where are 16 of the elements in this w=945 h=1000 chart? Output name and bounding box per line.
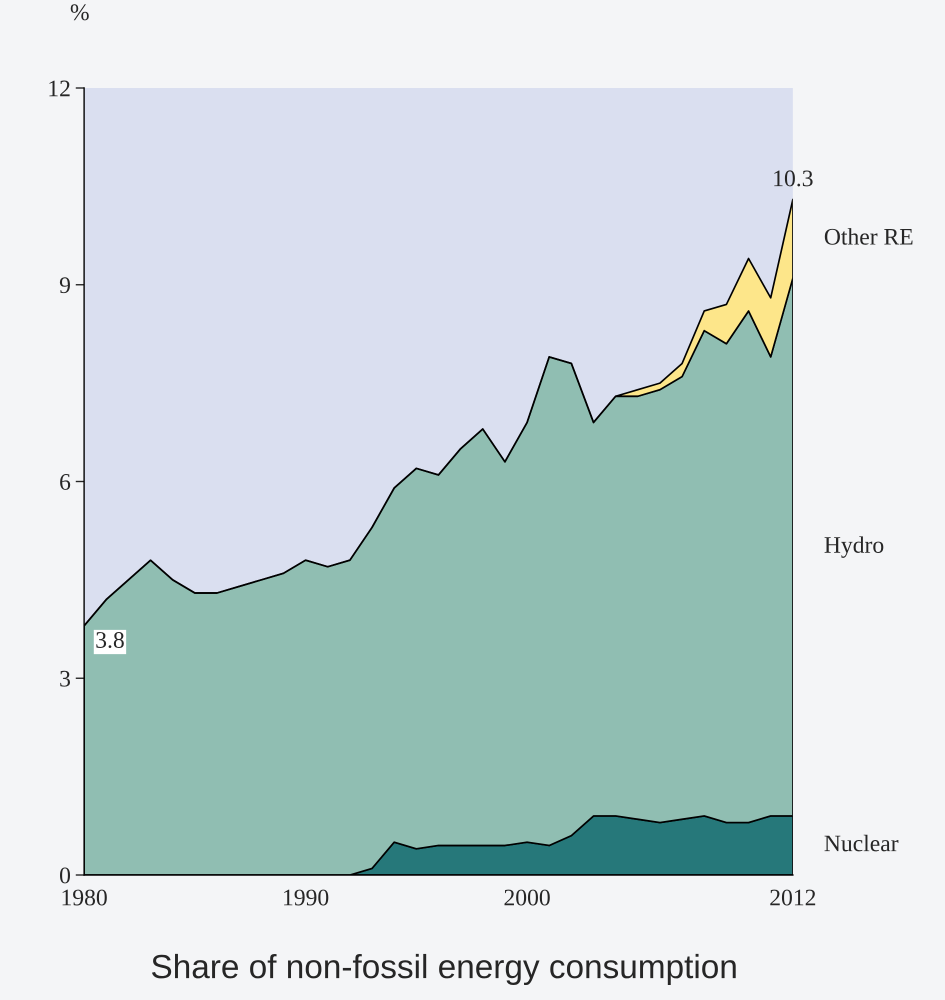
x-tick-label: 2000 [504, 890, 550, 906]
series-label: Hydro [824, 536, 884, 558]
text: Share of non-fossil energy consumption [152, 954, 736, 985]
series-label: Other RE [824, 228, 913, 245]
y-tick-label: 9 [60, 277, 70, 294]
annotation: 10.3 [774, 170, 813, 186]
y-tick-label: 3 [60, 670, 70, 687]
y-tick-label: 12 [49, 80, 70, 96]
annotation: 3.8 [96, 632, 124, 648]
y-axis-title: % [70, 4, 89, 20]
y-tick-label: 0 [60, 867, 70, 884]
x-tick-label: 2012 [770, 890, 816, 906]
x-tick-label: 1980 [62, 890, 107, 906]
x-tick-label: 1990 [284, 890, 328, 906]
y-tick-label: 6 [60, 474, 70, 490]
series-label: Nuclear [824, 834, 898, 852]
